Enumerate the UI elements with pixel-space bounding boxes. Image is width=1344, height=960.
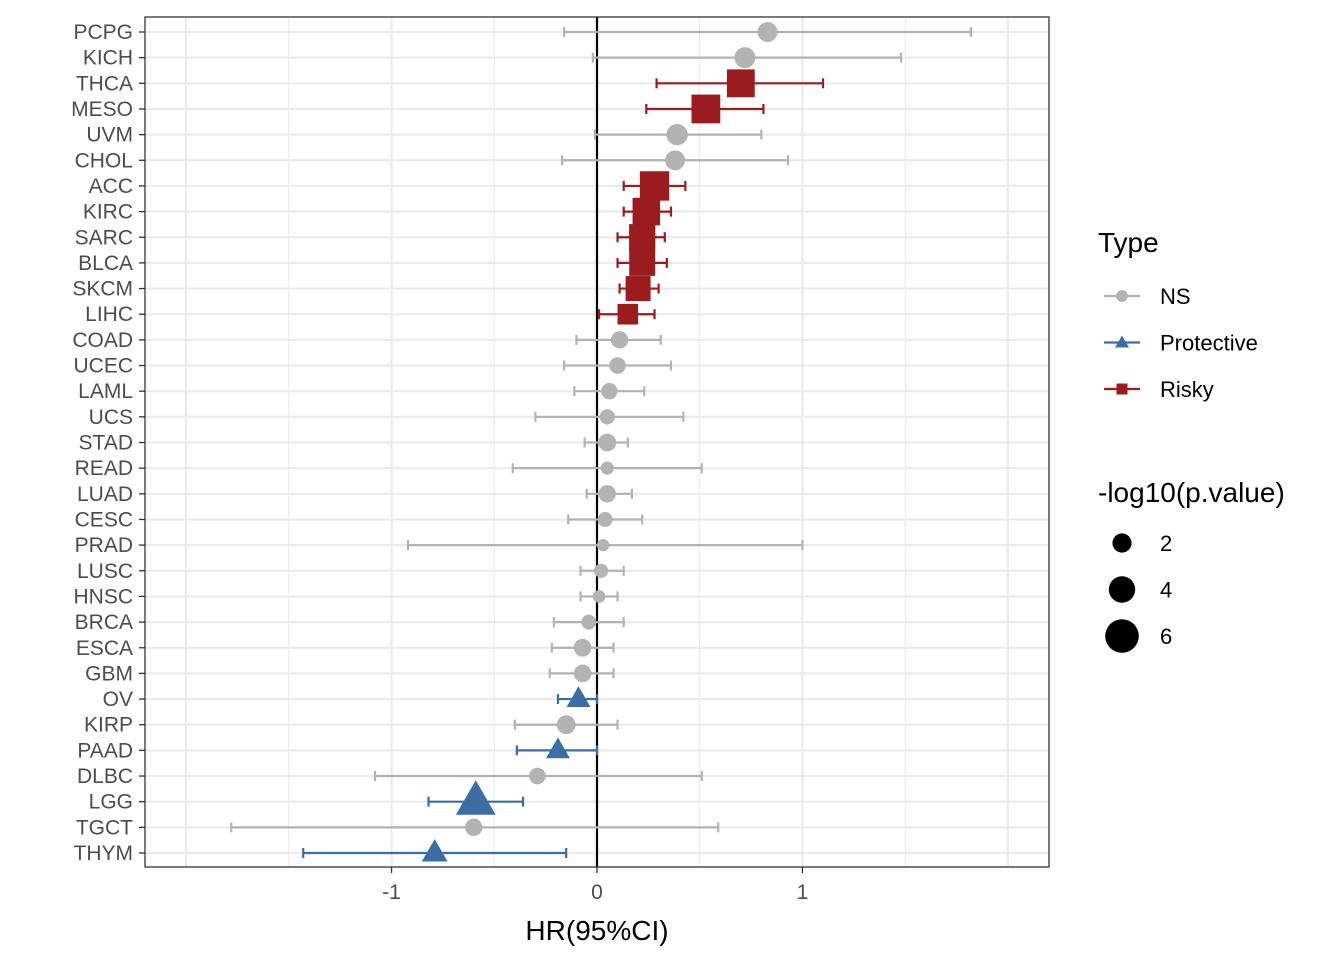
point-esca [573,638,592,657]
y-tick-label-laml: LAML [78,380,133,403]
legend-size-circle [1108,576,1136,603]
y-tick-label-read: READ [75,457,133,480]
x-axis: -1 0 1 [382,867,808,904]
legend-label: Protective [1160,331,1258,356]
point-stad [598,433,617,452]
y-tick-label-brca: BRCA [75,611,133,634]
y-tick-label-ucs: UCS [89,406,133,429]
legend-item-risky: Risky [1104,377,1214,402]
y-tick-label-ucec: UCEC [73,355,133,378]
legend-item-ns: NS [1104,284,1191,309]
point-acc [639,171,670,201]
legend-item-protective: Protective [1104,331,1258,356]
point-lihc [617,303,639,325]
point-lgg [455,780,496,815]
point-kirp [556,715,576,735]
y-tick-label-skcm: SKCM [72,278,133,301]
point-ucec [609,357,626,374]
point-meso [691,94,721,124]
y-tick-label-blca: BLCA [78,252,133,275]
y-tick-label-stad: STAD [79,432,133,455]
y-tick-label-tgct: TGCT [76,816,133,839]
y-tick-label-paad: PAAD [77,739,133,762]
point-ov [566,686,591,707]
point-luad [598,485,616,503]
y-tick-label-thym: THYM [74,842,134,865]
point-cesc [597,512,613,527]
legend-size-item-4: 4 [1108,576,1172,603]
point-brca [581,614,597,630]
y-tick-label-ov: OV [103,688,133,711]
y-tick-label-esca: ESCA [76,637,133,660]
y-tick-label-lgg: LGG [89,791,133,814]
point-ucs [599,409,615,425]
y-tick-label-kirc: KIRC [83,201,133,224]
legend-size-circle [1105,619,1139,653]
point-pcpg [757,22,778,42]
y-tick-label-lihc: LIHC [85,303,133,326]
x-axis-title: HR(95%CI) [525,915,668,946]
legend: Type NS Protective Risky -log10(p.value) 2 4 6 [1098,227,1285,653]
legend-size-label: 6 [1160,624,1172,649]
y-tick-label-dlbc: DLBC [77,765,133,788]
y-tick-label-kirp: KIRP [84,714,133,737]
y-tick-label-acc: ACC [89,175,133,198]
point-sarc [629,224,656,251]
x-tick-label: 0 [591,881,603,904]
y-tick-label-chol: CHOL [75,149,133,172]
point-laml [601,383,618,400]
legend-type-title: Type [1098,227,1159,258]
y-tick-label-gbm: GBM [85,662,133,685]
y-tick-label-lusc: LUSC [77,560,133,583]
point-hnsc [592,590,606,603]
point-kich [734,47,756,69]
point-kirc [632,197,661,226]
legend-size-circle [1112,533,1132,553]
x-tick-label: 1 [797,881,809,904]
legend-size-item-2: 2 [1112,531,1172,556]
y-tick-label-kich: KICH [83,47,133,70]
point-uvm [666,123,688,146]
point-paad [545,737,570,759]
y-tick-label-prad: PRAD [75,534,133,557]
y-tick-label-uvm: UVM [86,124,133,147]
legend-size-title: -log10(p.value) [1098,477,1285,508]
y-tick-label-pcpg: PCPG [73,21,133,44]
legend-key-circle [1116,290,1128,302]
legend-label: NS [1160,284,1191,309]
legend-size-label: 4 [1160,578,1172,603]
point-read [600,461,614,475]
point-skcm [625,276,651,302]
point-gbm [573,664,592,683]
legend-size-label: 2 [1160,531,1172,556]
point-chol [665,150,686,171]
error-bars [230,27,973,858]
y-tick-label-meso: MESO [71,98,133,121]
y-tick-label-thca: THCA [76,72,133,95]
point-prad [596,538,610,552]
y-tick-label-sarc: SARC [75,226,133,249]
legend-key-triangle [1115,335,1129,348]
point-thym [421,839,448,862]
markers [421,22,778,862]
point-tgct [465,818,483,837]
point-blca [629,249,656,276]
point-coad [610,331,629,349]
point-thca [726,69,755,98]
legend-size-item-6: 6 [1105,619,1172,653]
point-dlbc [529,767,546,785]
y-tick-label-luad: LUAD [77,483,133,506]
point-lusc [594,563,609,578]
y-tick-label-coad: COAD [72,329,133,352]
y-tick-label-hnsc: HNSC [73,585,133,608]
legend-key-square [1116,383,1128,395]
x-tick-label: -1 [382,881,401,904]
y-tick-label-cesc: CESC [75,508,133,531]
legend-label: Risky [1160,377,1214,402]
